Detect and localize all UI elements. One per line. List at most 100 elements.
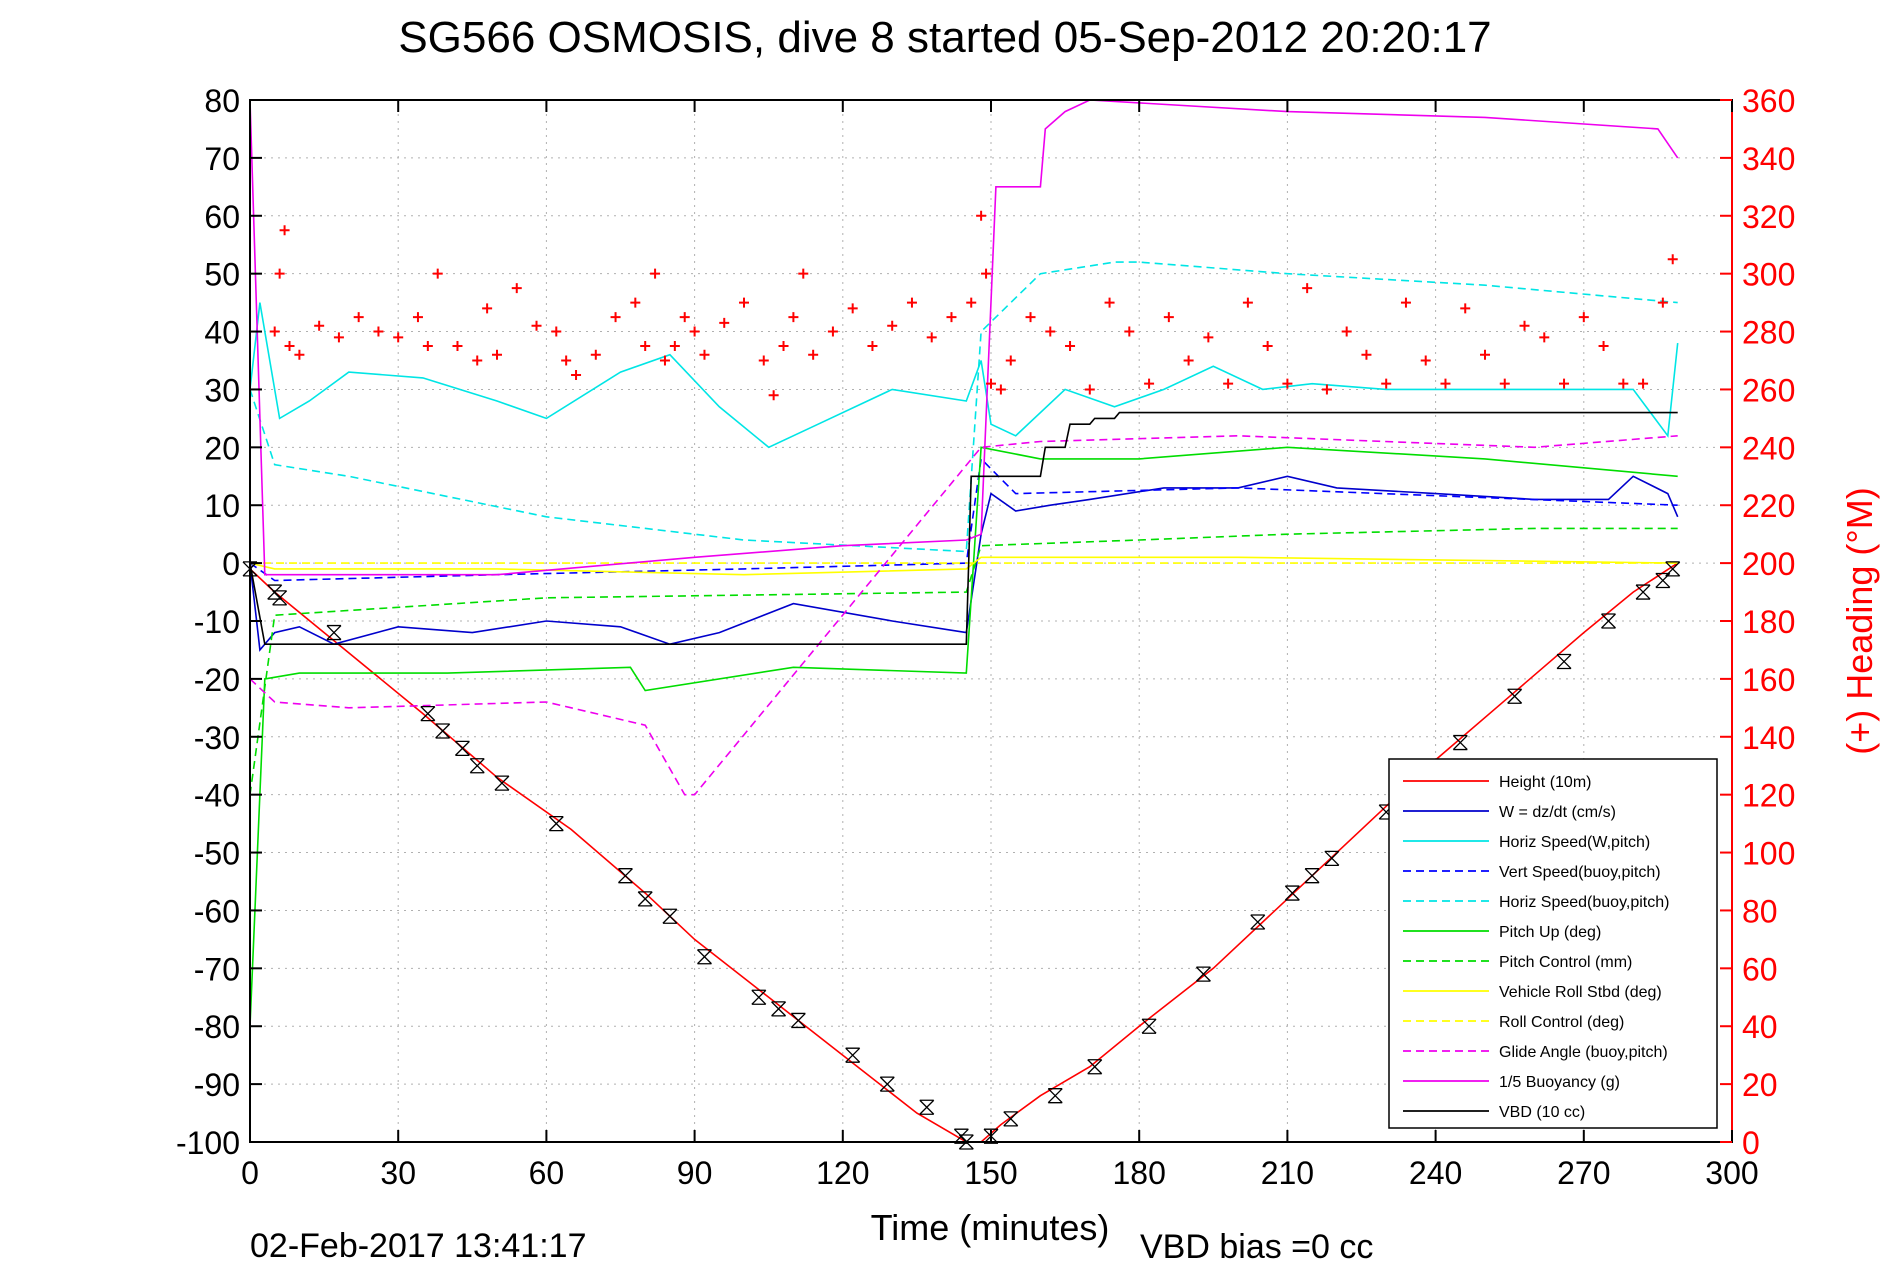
heading-point — [531, 320, 542, 331]
depth-marker — [326, 624, 342, 641]
y-tick-label: 40 — [204, 315, 240, 351]
heading-point — [995, 384, 1006, 395]
legend-label: Horiz Speed(W,pitch) — [1499, 834, 1650, 851]
y-tick-label: -20 — [194, 662, 240, 698]
y-tick-label: -90 — [194, 1067, 240, 1103]
footer-timestamp: 02-Feb-2017 13:41:17 — [250, 1227, 586, 1262]
heading-point — [946, 312, 957, 323]
heading-point — [511, 283, 522, 294]
y2-tick-label: 100 — [1742, 836, 1795, 872]
y2-tick-label: 220 — [1742, 488, 1795, 524]
heading-point — [926, 332, 937, 343]
heading-markers — [269, 210, 1678, 401]
depth-marker — [751, 989, 767, 1005]
heading-point — [1420, 355, 1431, 366]
depth-marker — [879, 1076, 895, 1092]
heading-point — [788, 312, 799, 323]
series-line — [249, 302, 1679, 449]
y2-axis: 3603403203002802602402202001801601401201… — [1720, 83, 1795, 1161]
heading-point — [650, 268, 661, 279]
heading-point — [1400, 297, 1411, 308]
heading-point — [561, 355, 572, 366]
heading-point — [1519, 320, 1530, 331]
heading-point — [659, 355, 670, 366]
y-tick-label: -100 — [176, 1125, 240, 1161]
heading-point — [1657, 297, 1668, 308]
heading-point — [867, 341, 878, 352]
series-line — [249, 99, 1679, 576]
depth-markers — [242, 561, 1681, 1150]
y2-tick-label: 120 — [1742, 778, 1795, 814]
series-line — [249, 261, 1678, 553]
depth-marker — [790, 1012, 806, 1029]
y-tick-label: -40 — [194, 778, 240, 814]
x-tick-label: 270 — [1557, 1155, 1610, 1191]
y-tick-label: -30 — [194, 720, 240, 756]
heading-point — [1104, 297, 1115, 308]
heading-point — [294, 349, 305, 360]
series-layer — [249, 99, 1679, 1143]
heading-point — [1578, 312, 1589, 323]
x-tick-label: 90 — [677, 1155, 713, 1191]
heading-point — [1480, 349, 1490, 360]
heading-point — [699, 349, 710, 360]
depth-marker — [1304, 868, 1320, 884]
depth-marker — [1601, 613, 1616, 629]
depth-marker — [1665, 561, 1681, 577]
y2-tick-label: 260 — [1742, 372, 1795, 408]
heading-point — [798, 268, 809, 279]
y2-tick-label: 240 — [1742, 430, 1795, 466]
heading-point — [353, 312, 364, 323]
x-tick-label: 210 — [1261, 1155, 1314, 1191]
y2-axis-label: (+) Heading (°M) — [1839, 487, 1880, 754]
heading-point — [590, 349, 601, 360]
x-tick-label: 0 — [241, 1155, 259, 1191]
legend-label: Pitch Up (deg) — [1499, 924, 1601, 941]
depth-marker — [1324, 850, 1340, 866]
heading-point — [1460, 303, 1471, 314]
x-tick-label: 60 — [529, 1155, 565, 1191]
legend-label: Roll Control (deg) — [1499, 1014, 1624, 1031]
legend-label: 1/5 Buoyancy (g) — [1499, 1074, 1620, 1091]
heading-point — [768, 390, 779, 401]
y-tick-label: 20 — [204, 430, 240, 466]
heading-point — [808, 349, 819, 360]
heading-point — [739, 297, 749, 308]
y-tick-label: -80 — [194, 1009, 240, 1045]
depth-marker — [1250, 914, 1266, 930]
heading-point — [1638, 378, 1649, 389]
x-axis: 0 30 60 90 120 150 180 210 240 270 300 — [241, 100, 1759, 1191]
heading-point — [669, 341, 680, 352]
heading-point — [1499, 378, 1510, 389]
heading-point — [758, 355, 769, 366]
y-axis: 80 70 60 50 40 30 20 10 0 -10 -20 -30 -40 -50 -60 -70 -8… — [176, 83, 262, 1161]
y2-tick-label: 160 — [1742, 662, 1795, 698]
heading-point — [1440, 378, 1451, 389]
y-tick-label: 30 — [204, 372, 240, 408]
series-line — [249, 434, 1678, 796]
heading-point — [610, 312, 621, 323]
depth-marker — [454, 740, 470, 757]
depth-marker — [272, 590, 288, 606]
heading-point — [1124, 326, 1135, 337]
heading-point — [279, 225, 290, 236]
depth-marker — [1378, 804, 1394, 820]
series-line — [249, 411, 1678, 646]
depth-marker — [1195, 966, 1211, 982]
depth-marker — [697, 949, 712, 965]
depth-marker — [1635, 584, 1651, 600]
heading-point — [393, 332, 404, 343]
y2-tick-label: 40 — [1742, 1009, 1778, 1045]
heading-point — [986, 378, 996, 389]
heading-point — [1065, 341, 1076, 352]
heading-point — [976, 210, 987, 221]
legend-label: W = dz/dt (cm/s) — [1499, 804, 1616, 821]
heading-point — [1341, 326, 1352, 337]
legend-label: Vert Speed(buoy,pitch) — [1499, 864, 1661, 881]
depth-marker — [1047, 1088, 1063, 1104]
heading-point — [571, 369, 582, 380]
heading-point — [966, 297, 977, 308]
y-tick-label: 50 — [204, 257, 240, 293]
legend-label: VBD (10 cc) — [1499, 1104, 1585, 1121]
